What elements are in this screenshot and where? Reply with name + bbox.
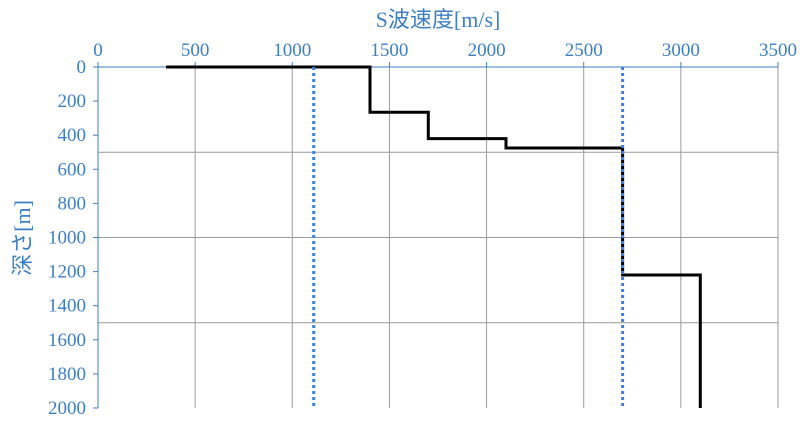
- x-tick-labels: 0 500 1000 1500 2000 2500 3000 3500: [93, 40, 797, 61]
- y-tick-label: 1400: [48, 296, 86, 317]
- x-tick-label: 1000: [273, 40, 311, 61]
- y-tick-label: 1800: [48, 364, 86, 385]
- y-tick-label: 0: [77, 57, 87, 78]
- y-axis-title: 深さ[m]: [10, 200, 35, 276]
- x-tick-label: 3500: [759, 40, 797, 61]
- y-tick-label: 600: [58, 159, 87, 180]
- gridlines: [98, 67, 779, 408]
- data-series: [166, 65, 702, 408]
- y-tick-label: 1000: [48, 228, 86, 249]
- y-tick-label: 1600: [48, 330, 86, 351]
- velocity-profile-line: [166, 65, 702, 408]
- y-tick-label: 800: [58, 193, 87, 214]
- x-tick-label: 2500: [565, 40, 603, 61]
- x-tick-label: 0: [93, 40, 103, 61]
- y-tick-labels: 0 200 400 600 800 1000 1200 1400 1600 1800 2000: [48, 57, 86, 419]
- x-tick-label: 1500: [370, 40, 408, 61]
- y-tick-label: 200: [58, 91, 87, 112]
- x-axis-title: S波速度[m/s]: [376, 7, 501, 32]
- x-tick-label: 3000: [662, 40, 700, 61]
- y-tick-label: 400: [58, 125, 87, 146]
- x-tick-label: 2000: [468, 40, 506, 61]
- y-tick-label: 1200: [48, 262, 86, 283]
- y-tick-label: 2000: [48, 398, 86, 419]
- x-tick-label: 500: [181, 40, 210, 61]
